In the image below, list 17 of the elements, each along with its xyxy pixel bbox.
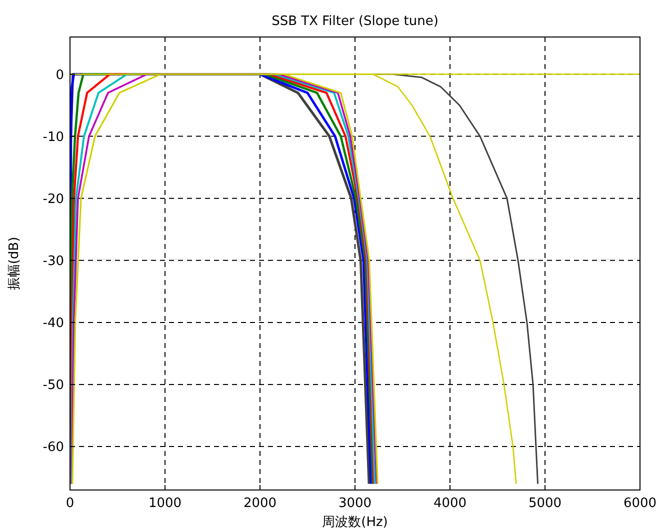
x-tick-label: 0 [66, 496, 74, 511]
y-tick-label: -40 [42, 316, 64, 331]
y-axis-title: 振幅(dB) [7, 236, 22, 290]
y-tick-label: -30 [42, 254, 64, 269]
x-tick-label: 3000 [338, 496, 372, 511]
y-tick-label: -10 [42, 130, 64, 145]
y-tick-label: -20 [42, 192, 64, 207]
x-axis-title: 周波数(Hz) [322, 515, 388, 530]
x-tick-label: 4000 [433, 496, 467, 511]
x-tick-label: 6000 [623, 496, 657, 511]
chart-title: SSB TX Filter (Slope tune) [272, 14, 438, 29]
x-tick-label: 1000 [148, 496, 182, 511]
y-tick-label: -60 [42, 440, 64, 456]
y-tick-label: -50 [42, 378, 64, 394]
y-tick-label: 0 [56, 68, 64, 83]
x-tick-label: 5000 [528, 496, 562, 511]
x-tick-label: 2000 [243, 496, 277, 511]
